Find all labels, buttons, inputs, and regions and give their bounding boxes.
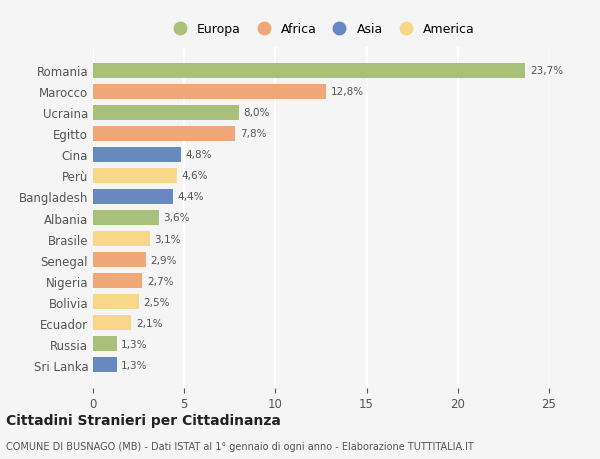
- Bar: [93, 315, 131, 330]
- Text: 2,1%: 2,1%: [136, 318, 163, 328]
- Text: 4,4%: 4,4%: [178, 192, 205, 202]
- Text: 23,7%: 23,7%: [530, 66, 563, 76]
- Bar: [93, 336, 117, 352]
- Text: 4,8%: 4,8%: [185, 150, 212, 160]
- Bar: [93, 190, 173, 205]
- Text: 12,8%: 12,8%: [331, 87, 364, 97]
- Text: 3,1%: 3,1%: [154, 234, 181, 244]
- Bar: [93, 168, 177, 184]
- Legend: Europa, Africa, Asia, America: Europa, Africa, Asia, America: [164, 21, 478, 39]
- Text: 2,7%: 2,7%: [147, 276, 173, 286]
- Bar: [93, 294, 139, 309]
- Bar: [93, 84, 326, 100]
- Bar: [93, 211, 158, 225]
- Bar: [93, 64, 525, 79]
- Text: 1,3%: 1,3%: [121, 360, 148, 370]
- Text: COMUNE DI BUSNAGO (MB) - Dati ISTAT al 1° gennaio di ogni anno - Elaborazione TU: COMUNE DI BUSNAGO (MB) - Dati ISTAT al 1…: [6, 441, 474, 451]
- Bar: [93, 106, 239, 121]
- Text: 1,3%: 1,3%: [121, 339, 148, 349]
- Bar: [93, 231, 149, 246]
- Text: 4,6%: 4,6%: [181, 171, 208, 181]
- Bar: [93, 147, 181, 162]
- Bar: [93, 127, 235, 142]
- Text: 2,9%: 2,9%: [151, 255, 177, 265]
- Bar: [93, 252, 146, 268]
- Bar: [93, 357, 117, 372]
- Bar: [93, 274, 142, 289]
- Text: 8,0%: 8,0%: [244, 108, 270, 118]
- Text: Cittadini Stranieri per Cittadinanza: Cittadini Stranieri per Cittadinanza: [6, 414, 281, 428]
- Text: 2,5%: 2,5%: [143, 297, 170, 307]
- Text: 7,8%: 7,8%: [240, 129, 266, 139]
- Text: 3,6%: 3,6%: [163, 213, 190, 223]
